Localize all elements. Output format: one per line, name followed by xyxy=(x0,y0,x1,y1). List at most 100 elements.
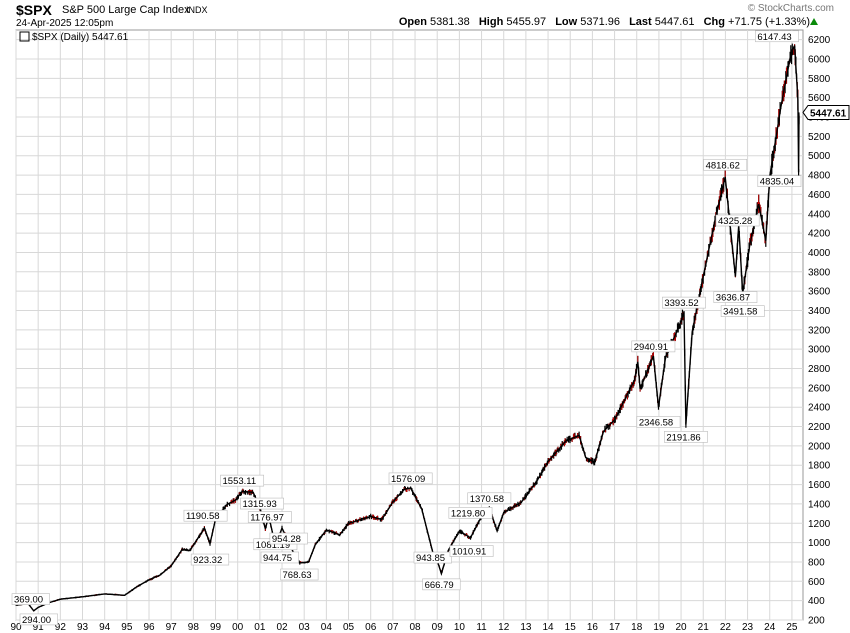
y-tick-label: 5600 xyxy=(808,93,831,104)
y-tick-label: 800 xyxy=(808,557,825,568)
annotation-box xyxy=(757,175,802,187)
annotation-label: 4835.04 xyxy=(760,177,794,188)
annotation-label: 1219.80 xyxy=(451,508,485,519)
x-tick-label: 91 xyxy=(33,622,45,633)
x-tick-label: 96 xyxy=(143,622,155,633)
x-tick-label: 20 xyxy=(676,622,688,633)
low-value: 5371.96 xyxy=(580,16,621,28)
annotation-box xyxy=(190,553,230,566)
annotation-label: 4818.62 xyxy=(706,160,740,171)
open-label: Open xyxy=(398,16,427,28)
annotations: 369.00 294.00 1190.58 923.32 1553.11 1315.93 1… xyxy=(11,30,802,626)
y-tick-label: 5800 xyxy=(808,74,831,85)
chart-datetime: 24-Apr-2025 12:05pm xyxy=(16,18,114,29)
x-tick-label: 10 xyxy=(454,622,466,633)
annotation-box xyxy=(240,497,284,510)
annotation-label: 1081.19 xyxy=(256,540,290,551)
x-tick-label: 08 xyxy=(409,622,421,633)
annotation-box xyxy=(220,474,265,487)
chart-grid xyxy=(15,30,803,621)
x-tick-label: 00 xyxy=(232,622,244,633)
y-tick-label: 4800 xyxy=(808,171,831,182)
annotation-label: 1010.91 xyxy=(452,547,486,558)
annotation-box xyxy=(448,507,493,519)
annotation-box xyxy=(19,613,58,626)
up-arrow-icon xyxy=(810,18,818,25)
annotation-box xyxy=(413,551,452,564)
y-axis: 200 400 600 800 1000 1200 1400 1600 1800 2000 2200… xyxy=(808,35,831,626)
ticker-symbol[interactable]: $SPX xyxy=(16,2,52,18)
brand-watermark[interactable]: © StockCharts.com xyxy=(747,3,834,14)
y-tick-label: 2400 xyxy=(808,403,831,414)
x-tick-label: 13 xyxy=(520,622,532,633)
chg-label: Chg xyxy=(703,16,725,28)
y-tick-label: 400 xyxy=(808,596,825,607)
annotation-box xyxy=(449,545,494,557)
y-tick-label: 4200 xyxy=(808,229,831,240)
annotation-box xyxy=(631,340,676,353)
x-tick-label: 12 xyxy=(498,622,510,633)
annotation-label: 944.75 xyxy=(263,553,292,564)
annotation-box xyxy=(715,214,760,227)
annotation-label: 923.32 xyxy=(193,555,222,566)
last-label: Last xyxy=(629,16,652,28)
y-tick-label: 200 xyxy=(808,616,825,627)
open-value: 5381.38 xyxy=(430,16,470,28)
legend: $SPX (Daily) 5447.61 xyxy=(19,31,129,43)
last-price-tag: 5447.61 xyxy=(802,104,850,120)
x-tick-label: 17 xyxy=(609,622,621,633)
annotation-label: 1553.11 xyxy=(223,476,257,487)
y-tick-label: 3200 xyxy=(808,325,831,336)
annotation-label: 2191.86 xyxy=(666,432,700,443)
x-tick-label: 16 xyxy=(587,622,599,633)
annotation-box xyxy=(260,551,299,564)
annotation-label: 954.28 xyxy=(272,534,301,545)
x-tick-label: 99 xyxy=(210,622,222,633)
y-tick-label: 1400 xyxy=(808,499,831,510)
x-tick-label: 09 xyxy=(432,622,444,633)
x-tick-label: 18 xyxy=(631,622,643,633)
annotation-label: 369.00 xyxy=(14,595,43,606)
y-tick-label: 3000 xyxy=(808,345,831,356)
exchange-label: INDX xyxy=(186,5,208,15)
chg-value: +71.75 (+1.33%) xyxy=(728,16,810,28)
annotation-label: 3491.58 xyxy=(723,307,757,318)
x-tick-label: 14 xyxy=(542,622,554,633)
x-tick-label: 92 xyxy=(55,622,67,633)
x-tick-label: 03 xyxy=(299,622,311,633)
annotation-label: 666.79 xyxy=(425,580,454,591)
index-name: S&P 500 Large Cap Index xyxy=(62,4,190,16)
y-tick-label: 6200 xyxy=(808,35,831,46)
price-tag-text: 5447.61 xyxy=(810,108,847,119)
x-tick-label: 94 xyxy=(99,622,111,633)
y-tick-label: 2800 xyxy=(808,364,831,375)
annotation-label: 1315.93 xyxy=(242,499,276,510)
quote-summary: Open 5381.38 High 5455.97 Low 5371.96 La… xyxy=(399,16,810,28)
annotation-box xyxy=(269,532,308,545)
y-tick-label: 1800 xyxy=(808,461,831,472)
y-tick-label: 3800 xyxy=(808,267,831,278)
y-tick-label: 2200 xyxy=(808,422,831,433)
x-tick-label: 19 xyxy=(653,622,665,633)
annotation-box xyxy=(703,158,748,171)
low-label: Low xyxy=(555,16,578,28)
annotation-box xyxy=(636,416,681,428)
annotation-label: 3393.52 xyxy=(664,298,698,309)
annotation-box xyxy=(467,492,512,505)
annotation-box xyxy=(664,431,708,443)
y-tick-label: 6000 xyxy=(808,55,831,66)
chart-header: $SPX S&P 500 Large Cap Index INDX 24-Apr… xyxy=(0,0,850,30)
x-tick-label: 98 xyxy=(188,622,200,633)
annotation-box xyxy=(713,291,758,303)
annotation-label: 943.85 xyxy=(416,553,445,564)
x-tick-label: 15 xyxy=(565,622,577,633)
annotation-box xyxy=(388,472,433,485)
annotation-label: 1370.58 xyxy=(470,494,504,505)
annotation-label: 768.63 xyxy=(283,570,312,581)
x-tick-label: 05 xyxy=(343,622,355,633)
y-tick-label: 4600 xyxy=(808,190,831,201)
y-tick-label: 4000 xyxy=(808,248,831,259)
x-tick-label: 25 xyxy=(786,622,798,633)
x-tick-label: 11 xyxy=(476,622,487,633)
